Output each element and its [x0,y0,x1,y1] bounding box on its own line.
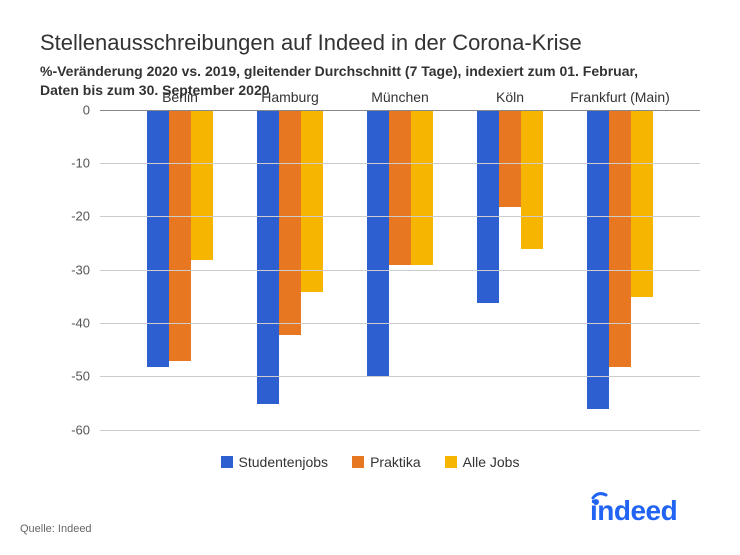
bar [411,111,433,266]
category-label: Berlin [125,89,235,105]
legend-label: Alle Jobs [463,454,520,470]
category-label: Hamburg [235,89,345,105]
bar [147,111,169,367]
bar [521,111,543,250]
legend-item: Praktika [352,454,421,470]
y-tick-label: -10 [50,156,90,171]
legend-label: Studentenjobs [239,454,329,470]
bar [499,111,521,207]
bar [257,111,279,404]
source-label: Quelle: Indeed [20,523,92,535]
y-tick-label: 0 [50,102,90,117]
legend-item: Studentenjobs [221,454,329,470]
category-label: Frankfurt (Main) [565,89,675,105]
legend: Studentenjobs Praktika Alle Jobs [40,454,700,471]
y-tick-label: -60 [50,422,90,437]
bar [389,111,411,266]
bar [367,111,389,378]
chart-title: Stellenausschreibungen auf Indeed in der… [40,30,700,56]
category-label: München [345,89,455,105]
legend-swatch [221,456,233,468]
legend-swatch [445,456,457,468]
logo-dot [593,499,599,505]
gridline [100,216,700,217]
gridline [100,270,700,271]
chart-area: 0-10-20-30-40-50-60 BerlinHamburgMünchen… [60,110,700,430]
bar [609,111,631,367]
y-tick-label: -20 [50,209,90,224]
bar [301,111,323,292]
bar [191,111,213,260]
y-tick-label: -40 [50,316,90,331]
category-label: Köln [455,89,565,105]
bar [587,111,609,410]
y-axis: 0-10-20-30-40-50-60 [50,110,90,430]
y-tick-label: -30 [50,262,90,277]
legend-label: Praktika [370,454,421,470]
bar [279,111,301,335]
y-tick-label: -50 [50,369,90,384]
logo-text: indeed [590,495,677,526]
indeed-logo: indeed [590,492,700,535]
gridline [100,323,700,324]
bar [477,111,499,303]
legend-item: Alle Jobs [445,454,520,470]
gridline [100,163,700,164]
gridline [100,376,700,377]
gridline [100,430,700,431]
legend-swatch [352,456,364,468]
